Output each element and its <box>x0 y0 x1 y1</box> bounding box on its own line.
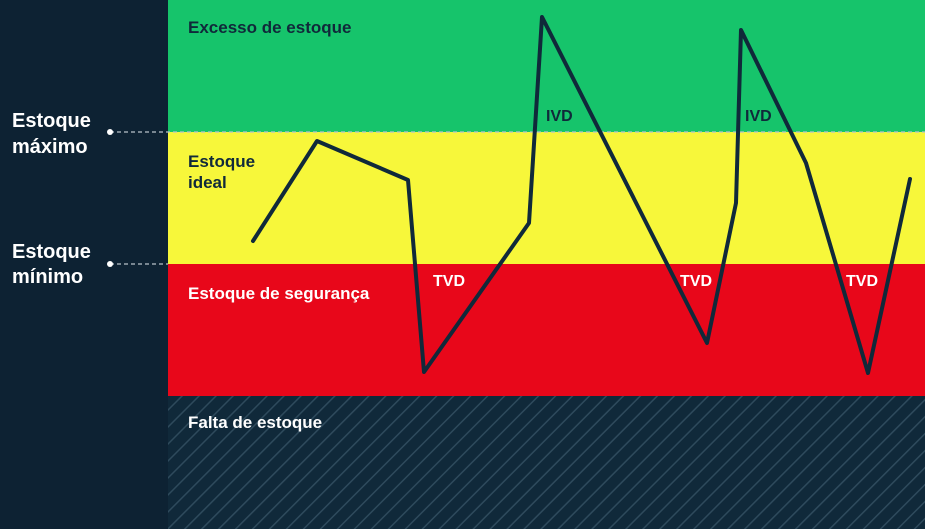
shortage-zone <box>168 396 925 529</box>
max-level-label-line2: máximo <box>12 136 88 158</box>
safety-zone-label: Estoque de segurança <box>188 284 370 303</box>
inventory-level-line <box>251 15 912 375</box>
shortage-zone-label: Falta de estoque <box>188 413 322 432</box>
tvd-marker-3: TVD <box>846 273 878 290</box>
max-level-dot <box>107 129 113 135</box>
safety-zone <box>168 264 925 396</box>
tvd-marker-2: TVD <box>680 273 712 290</box>
min-level-label-line2: mínimo <box>12 266 83 288</box>
tvd-marker-1: TVD <box>433 273 465 290</box>
min-level-label-line1: Estoque <box>12 241 91 263</box>
left-sidebar <box>0 0 168 529</box>
ideal-zone-label-line2: ideal <box>188 173 227 192</box>
min-level-dot <box>107 261 113 267</box>
ideal-zone-label-line1: Estoque <box>188 152 255 171</box>
ivd-marker-2: IVD <box>745 108 772 125</box>
excess-zone-label: Excesso de estoque <box>188 18 351 37</box>
ivd-marker-1: IVD <box>546 108 573 125</box>
max-level-label-line1: Estoque <box>12 110 91 132</box>
ideal-zone <box>168 132 925 264</box>
